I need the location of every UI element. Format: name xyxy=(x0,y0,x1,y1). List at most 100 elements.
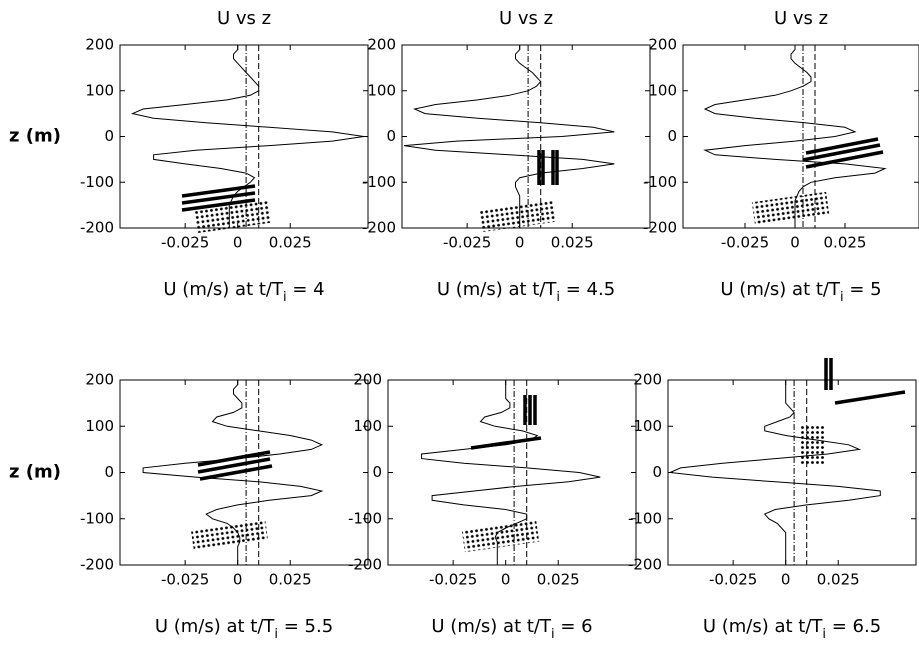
y-tick-label: -200 xyxy=(362,219,396,237)
thick-segment xyxy=(181,191,256,205)
x-tick-label: 0.025 xyxy=(817,571,860,589)
y-tick-label: -200 xyxy=(628,556,662,574)
dotted-region xyxy=(193,199,272,234)
x-tick-label: 0 xyxy=(233,234,243,252)
x-label-main: U (m/s) at t/T xyxy=(703,616,824,637)
y-tick-label: 0 xyxy=(104,463,114,481)
y-axis-label: z (m) xyxy=(9,126,61,147)
y-tick-label: 100 xyxy=(353,417,382,435)
velocity-profile xyxy=(404,45,615,228)
dotted-region xyxy=(800,425,825,465)
panel-title: U vs z xyxy=(217,8,271,29)
panel: z (m) -200 -100 0 100 200 -0.025 0 0.025 U (m/s) … xyxy=(9,371,369,642)
panel: U vs z -200 -100 0 100 200 -0.025 0 0.025 U (m/s)… xyxy=(643,8,919,305)
y-tick-label: -100 xyxy=(348,509,382,527)
velocity-profile xyxy=(668,380,881,565)
y-tick-label: -100 xyxy=(80,173,114,191)
x-tick-label: -0.025 xyxy=(429,571,477,589)
x-label-tail: = 6.5 xyxy=(826,616,881,637)
y-tick-label: 200 xyxy=(633,371,662,389)
dotted-region xyxy=(478,199,557,233)
x-axis-label: U (m/s) at t/Ti = 5.5 xyxy=(155,616,333,642)
thick-segment xyxy=(181,184,256,198)
y-tick-label: 100 xyxy=(85,417,114,435)
panel: U vs z -200 -100 0 100 200 -0.025 0 0.025 U (m/s)… xyxy=(362,8,651,305)
y-tick-label: -200 xyxy=(80,219,114,237)
x-label-main: U (m/s) at t/T xyxy=(431,616,552,637)
y-tick-label: -200 xyxy=(348,556,382,574)
y-tick-label: -100 xyxy=(643,173,677,191)
y-tick-label: 100 xyxy=(85,81,114,99)
thick-segment xyxy=(197,450,271,467)
x-axis-label: U (m/s) at t/Ti = 4.5 xyxy=(437,279,615,305)
x-label-subscript: i xyxy=(283,290,287,305)
x-tick-label: -0.025 xyxy=(709,571,757,589)
panel: U vs z z (m) -200 -100 0 100 200 -0.025 0 0.025 U … xyxy=(9,8,369,305)
thick-segment xyxy=(805,150,884,169)
thick-segment xyxy=(197,457,271,474)
x-tick-label: 0.025 xyxy=(537,571,580,589)
thick-segment xyxy=(834,390,906,405)
x-label-subscript: i xyxy=(822,627,826,642)
thick-segment xyxy=(805,137,879,155)
panel: -200 -100 0 100 200 -0.025 0 0.025 U (m/s) at t/… xyxy=(348,371,637,642)
x-label-tail: = 5.5 xyxy=(278,616,333,637)
x-label-subscript: i xyxy=(556,290,560,305)
x-label-tail: = 6 xyxy=(555,616,593,637)
x-axis-label: U (m/s) at t/Ti = 4 xyxy=(163,279,324,305)
x-label-tail: = 4.5 xyxy=(560,279,615,300)
x-label-subscript: i xyxy=(551,627,555,642)
y-tick-label: 0 xyxy=(372,463,382,481)
y-tick-label: -100 xyxy=(80,509,114,527)
y-tick-label: -200 xyxy=(643,219,677,237)
panel-title: U vs z xyxy=(499,8,553,29)
x-tick-label: -0.025 xyxy=(721,234,769,252)
x-tick-label: 0.025 xyxy=(551,234,594,252)
x-label-main: U (m/s) at t/T xyxy=(163,279,284,300)
x-axis-label: U (m/s) at t/Ti = 5 xyxy=(720,279,881,305)
dotted-region xyxy=(461,519,540,553)
dotted-region xyxy=(751,191,830,225)
y-tick-label: 100 xyxy=(648,81,677,99)
x-tick-label: -0.025 xyxy=(443,234,491,252)
x-tick-label: 0 xyxy=(501,571,511,589)
x-label-subscript: i xyxy=(274,627,278,642)
y-tick-label: -100 xyxy=(362,173,396,191)
x-tick-label: 0.025 xyxy=(269,234,312,252)
y-tick-label: 0 xyxy=(386,127,396,145)
y-tick-label: 100 xyxy=(367,81,396,99)
plot-frame xyxy=(667,379,917,566)
x-tick-label: -0.025 xyxy=(161,571,209,589)
y-tick-label: 200 xyxy=(648,36,677,54)
y-tick-label: 0 xyxy=(104,127,114,145)
x-tick-label: 0 xyxy=(515,234,525,252)
x-tick-label: 0.025 xyxy=(269,571,312,589)
y-tick-label: 0 xyxy=(667,127,677,145)
x-label-tail: = 5 xyxy=(844,279,882,300)
y-tick-label: -100 xyxy=(628,509,662,527)
y-tick-label: 0 xyxy=(652,463,662,481)
x-tick-label: 0 xyxy=(781,571,791,589)
y-tick-label: 200 xyxy=(85,36,114,54)
thick-segment xyxy=(199,464,273,481)
thick-segment xyxy=(181,198,256,212)
x-label-main: U (m/s) at t/T xyxy=(155,616,276,637)
y-tick-label: 200 xyxy=(367,36,396,54)
x-label-main: U (m/s) at t/T xyxy=(720,279,841,300)
x-tick-label: 0 xyxy=(233,571,243,589)
panel-title: U vs z xyxy=(774,8,828,29)
x-tick-label: 0 xyxy=(790,234,800,252)
y-axis-label: z (m) xyxy=(9,462,61,483)
plot-frame xyxy=(401,44,651,229)
x-label-main: U (m/s) at t/T xyxy=(437,279,558,300)
thick-segment xyxy=(802,143,881,162)
y-tick-label: -200 xyxy=(80,556,114,574)
x-tick-label: 0.025 xyxy=(824,234,867,252)
y-tick-label: 200 xyxy=(353,371,382,389)
x-axis-label: U (m/s) at t/Ti = 6 xyxy=(431,616,592,642)
x-label-tail: = 4 xyxy=(287,279,325,300)
x-axis-label: U (m/s) at t/Ti = 6.5 xyxy=(703,616,881,642)
y-tick-label: 200 xyxy=(85,371,114,389)
y-tick-label: 100 xyxy=(633,417,662,435)
